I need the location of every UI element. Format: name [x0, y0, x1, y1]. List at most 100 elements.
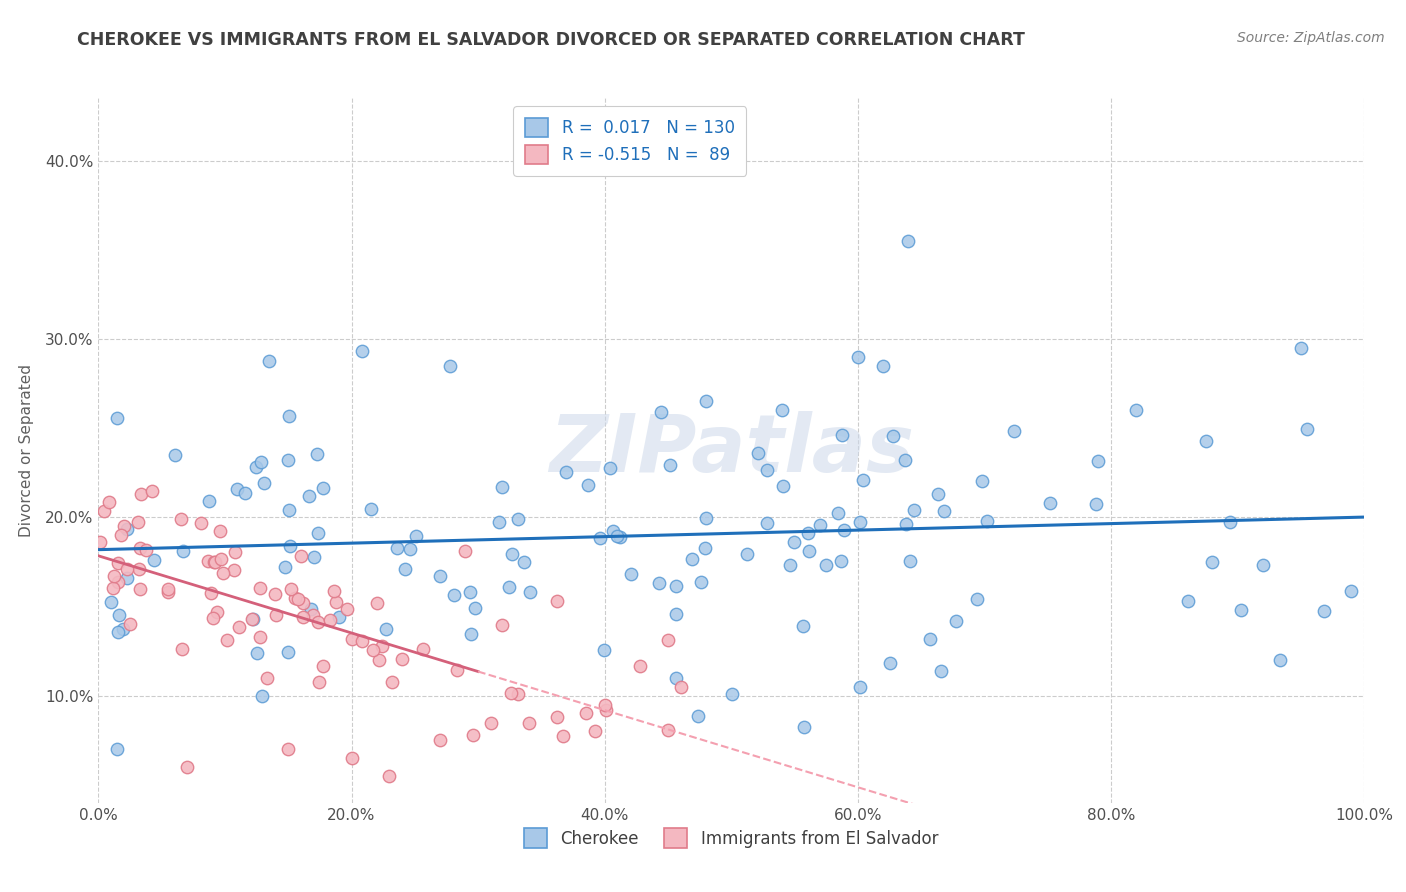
Point — [233, 485, 256, 500]
Point — [446, 663, 468, 677]
Point — [735, 547, 758, 561]
Point — [394, 562, 416, 576]
Point — [107, 575, 129, 590]
Point — [793, 720, 815, 734]
Point — [280, 582, 302, 596]
Point — [120, 616, 142, 631]
Point — [479, 715, 502, 730]
Point — [1296, 422, 1319, 436]
Point — [291, 596, 314, 610]
Point — [900, 554, 922, 568]
Point — [648, 575, 671, 590]
Point — [190, 516, 212, 530]
Point — [308, 526, 330, 541]
Point — [117, 522, 139, 536]
Point — [131, 486, 153, 500]
Point — [830, 554, 852, 568]
Point — [205, 605, 228, 619]
Point — [240, 612, 263, 626]
Point — [695, 541, 717, 555]
Point — [657, 723, 679, 738]
Point — [792, 618, 814, 632]
Point — [770, 403, 793, 417]
Point — [1251, 558, 1274, 573]
Point — [128, 541, 150, 555]
Point — [277, 644, 299, 658]
Point — [1039, 496, 1062, 510]
Point — [290, 549, 312, 563]
Point — [176, 760, 198, 774]
Point — [381, 674, 404, 689]
Point — [657, 633, 679, 648]
Point — [894, 452, 917, 467]
Point — [589, 531, 612, 545]
Point — [695, 394, 717, 409]
Point — [747, 446, 769, 460]
Point — [361, 643, 384, 657]
Point — [664, 672, 686, 686]
Point — [298, 490, 321, 504]
Point — [278, 409, 301, 423]
Point — [721, 687, 744, 701]
Point — [107, 624, 129, 639]
Point — [101, 581, 124, 595]
Point — [488, 515, 510, 529]
Point — [307, 615, 329, 629]
Point — [575, 706, 598, 720]
Point — [1289, 341, 1312, 355]
Point — [399, 542, 422, 557]
Point — [256, 671, 278, 685]
Point — [352, 633, 374, 648]
Point — [583, 724, 606, 739]
Point — [872, 359, 894, 373]
Point — [599, 460, 621, 475]
Point — [688, 709, 710, 723]
Point — [772, 479, 794, 493]
Point — [250, 689, 273, 703]
Point — [513, 555, 536, 569]
Point — [620, 566, 643, 581]
Point — [796, 526, 818, 541]
Point — [405, 529, 427, 543]
Point — [378, 769, 401, 783]
Point — [277, 452, 299, 467]
Point — [172, 543, 194, 558]
Point — [458, 584, 481, 599]
Point — [141, 483, 163, 498]
Point — [115, 571, 138, 585]
Point — [690, 575, 713, 590]
Point — [454, 543, 477, 558]
Point — [461, 728, 484, 742]
Point — [491, 618, 513, 632]
Point — [669, 680, 692, 694]
Point — [142, 553, 165, 567]
Point — [249, 581, 271, 595]
Point — [966, 592, 988, 607]
Point — [391, 651, 413, 665]
Point — [681, 552, 703, 566]
Point — [846, 350, 869, 364]
Point — [198, 493, 221, 508]
Y-axis label: Divorced or Separated: Divorced or Separated — [18, 364, 34, 537]
Point — [756, 463, 779, 477]
Point — [211, 566, 233, 580]
Point — [849, 680, 872, 694]
Text: CHEROKEE VS IMMIGRANTS FROM EL SALVADOR DIVORCED OR SEPARATED CORRELATION CHART: CHEROKEE VS IMMIGRANTS FROM EL SALVADOR … — [77, 31, 1025, 49]
Point — [593, 698, 616, 712]
Point — [249, 630, 271, 644]
Point — [127, 516, 149, 530]
Point — [215, 633, 238, 648]
Point — [827, 506, 849, 520]
Point — [156, 582, 179, 597]
Point — [491, 480, 513, 494]
Point — [439, 359, 461, 373]
Point — [576, 478, 599, 492]
Point — [929, 664, 952, 678]
Point — [903, 503, 925, 517]
Point — [464, 600, 486, 615]
Point — [308, 675, 330, 690]
Point — [934, 504, 956, 518]
Point — [111, 622, 134, 636]
Point — [972, 475, 994, 489]
Point — [602, 524, 624, 539]
